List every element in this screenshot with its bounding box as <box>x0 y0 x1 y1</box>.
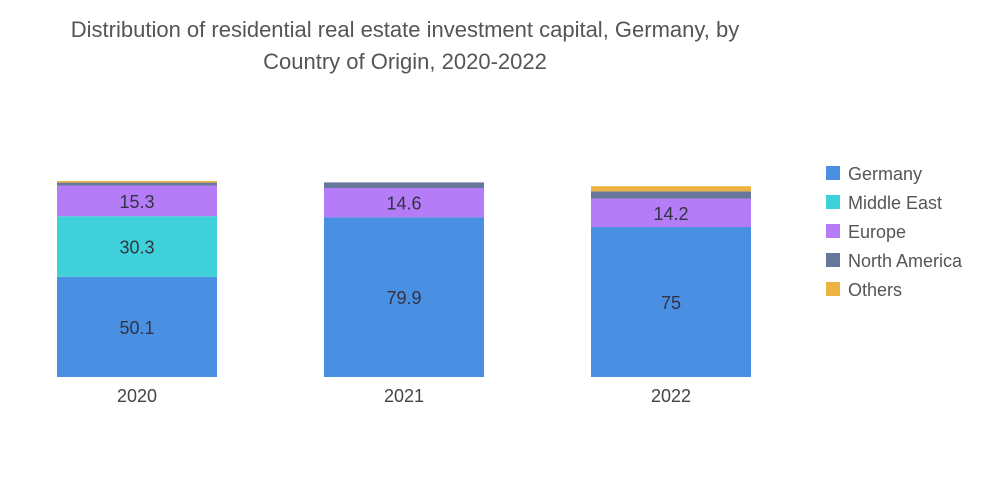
x-tick-label-2020: 2020 <box>117 386 157 406</box>
x-tick-label-2021: 2021 <box>384 386 424 406</box>
chart-title-line-2: Country of Origin, 2020-2022 <box>263 49 547 74</box>
data-label-2022-germany: 75 <box>661 293 681 313</box>
x-axis-ticks: 2020 2021 2022 <box>117 386 691 406</box>
bar-2022-others <box>591 186 751 192</box>
bar-2020-middle-east <box>57 216 217 277</box>
bar-2020-europe <box>57 185 217 217</box>
bar-2022-europe <box>591 198 751 227</box>
legend-swatch-europe <box>826 224 840 238</box>
bar-2020-others <box>57 181 217 183</box>
bar-2020-north-america <box>57 182 217 186</box>
bar-2021-north-america <box>324 182 484 188</box>
bar-2021-europe <box>324 188 484 218</box>
bar-2022-germany <box>591 227 751 377</box>
legend-swatch-north-america <box>826 253 840 267</box>
data-label-2021-europe: 14.6 <box>386 194 421 214</box>
data-label-2021-germany: 79.9 <box>386 288 421 308</box>
data-label-2020-germany: 50.1 <box>119 318 154 338</box>
bars-layer: 50.1 30.3 15.3 79.9 14.6 75 14.2 <box>57 181 751 377</box>
legend-label-germany: Germany <box>848 164 922 184</box>
chart-title: Distribution of residential real estate … <box>0 14 810 78</box>
bar-2021-germany <box>324 217 484 377</box>
legend-label-europe: Europe <box>848 222 906 242</box>
legend-swatch-others <box>826 282 840 296</box>
legend-label-middle-east: Middle East <box>848 193 942 213</box>
x-tick-label-2022: 2022 <box>651 386 691 406</box>
data-label-2022-europe: 14.2 <box>653 204 688 224</box>
data-label-2020-middle-east: 30.3 <box>119 238 154 258</box>
legend-swatch-middle-east <box>826 195 840 209</box>
legend-label-others: Others <box>848 280 902 300</box>
legend-label-north-america: North America <box>848 251 963 271</box>
legend: Germany Middle East Europe North America Oth… <box>826 164 963 300</box>
bar-2022-north-america <box>591 191 751 199</box>
legend-swatch-germany <box>826 166 840 180</box>
chart-title-line-1: Distribution of residential real estate … <box>70 17 740 42</box>
bar-2020-germany <box>57 276 217 377</box>
data-label-2020-europe: 15.3 <box>119 192 154 212</box>
